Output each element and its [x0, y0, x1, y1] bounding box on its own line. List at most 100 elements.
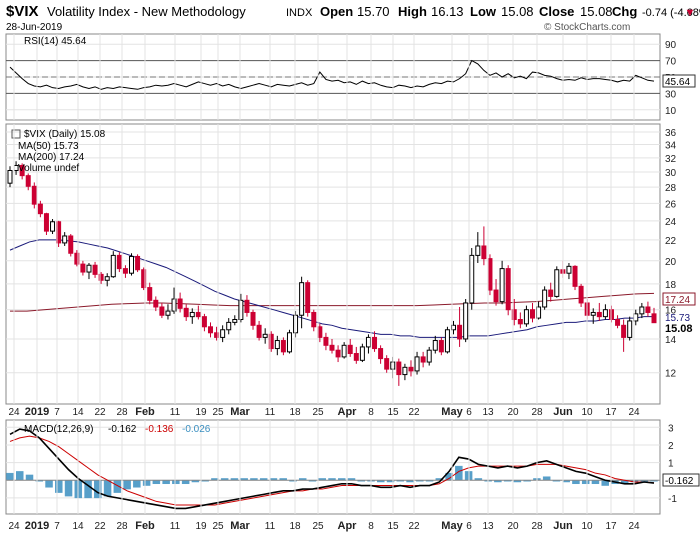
date-label: 28-Jun-2019 — [6, 22, 63, 33]
macd-tick-label: -1 — [668, 494, 677, 505]
candle-body — [554, 269, 560, 297]
date-tick-label: 13 — [482, 407, 494, 418]
candle-body — [214, 332, 220, 338]
candle-body — [232, 319, 238, 323]
ma200-value-tag-text: 17.24 — [665, 295, 690, 306]
price-tick-label: 32 — [665, 154, 677, 165]
date-tick-label: 28 — [116, 521, 128, 532]
candle-body — [548, 289, 554, 297]
candle-body — [645, 306, 651, 313]
date-tick-label: 22 — [94, 407, 106, 418]
candle-body — [299, 282, 305, 316]
price-tick-label: 14 — [665, 335, 677, 346]
date-tick-label: Apr — [338, 520, 358, 532]
candle-body — [86, 264, 92, 273]
date-tick-label: 6 — [466, 407, 472, 418]
candle-body — [135, 255, 141, 271]
down-arrow-icon: ▼ — [685, 7, 696, 19]
macd-hist-bar — [181, 479, 190, 485]
price-tick-label: 12 — [665, 369, 677, 380]
candle-body — [323, 336, 329, 346]
date-tick-label: 7 — [54, 521, 60, 532]
candle-body — [396, 361, 402, 376]
date-tick-label: 11 — [265, 521, 276, 532]
candle-body — [347, 344, 353, 355]
candle-body — [329, 344, 335, 351]
price-tick-label: 18 — [665, 280, 677, 291]
candle-body — [311, 311, 317, 328]
date-tick-label: 11 — [265, 407, 276, 418]
macd-hist-bar — [45, 479, 53, 488]
rsi-tick-label: 10 — [665, 106, 677, 117]
close-label: Close — [539, 4, 574, 19]
date-tick-label: 6 — [466, 521, 472, 532]
macd-line — [9, 428, 655, 510]
date-tick-label: 14 — [72, 407, 84, 418]
date-tick-label: 13 — [482, 521, 494, 532]
macd-signal-line — [9, 435, 655, 506]
candle-body — [372, 336, 378, 350]
candle-body — [238, 299, 244, 321]
candle-body — [129, 255, 135, 274]
candle-body — [256, 324, 262, 338]
macd-hist-bar — [133, 479, 141, 488]
candle-body — [201, 316, 207, 328]
date-tick-label: 24 — [8, 521, 20, 532]
ma200-value-tag — [662, 292, 696, 306]
candle-body — [353, 353, 359, 361]
open-value: 15.70 — [357, 4, 390, 19]
rsi-tick-label: 90 — [665, 40, 677, 51]
candle-body — [68, 235, 74, 254]
macd-hist-bar — [64, 479, 73, 497]
candle-body — [244, 299, 250, 313]
date-tick-label: 2019 — [25, 406, 49, 418]
candle-body — [19, 164, 25, 177]
price-tick-label: 28 — [665, 183, 677, 194]
date-tick-label: 24 — [628, 407, 640, 418]
rsi-tick-label: 70 — [665, 57, 677, 68]
date-tick-label: May — [441, 520, 463, 532]
candle-body — [104, 276, 110, 281]
macd-hist-bar — [6, 472, 14, 481]
macd-hist-bar — [152, 479, 161, 485]
price-tick-label: 26 — [665, 199, 677, 210]
candle-body — [426, 349, 432, 363]
candle-body — [189, 311, 195, 318]
date-tick-label: Mar — [230, 520, 250, 532]
date-tick-label: Apr — [338, 406, 358, 418]
candle-body — [444, 329, 450, 353]
candle-body — [341, 344, 347, 358]
macd-panel: 3210-1 — [6, 423, 677, 510]
chg-value: -0.74 (-4.68%) — [642, 7, 700, 19]
candle-body — [25, 175, 31, 187]
candle-body — [402, 366, 408, 376]
macd-hist-bar — [172, 479, 180, 485]
low-label: Low — [470, 4, 497, 19]
exchange-label: INDX — [286, 7, 313, 19]
price-tick-label: 30 — [665, 168, 677, 179]
date-tick-label: 14 — [72, 521, 84, 532]
macd-tick-label: 3 — [668, 423, 674, 434]
date-tick-label: 22 — [408, 521, 420, 532]
close-value: 15.08 — [580, 4, 613, 19]
candle-body — [463, 302, 469, 340]
date-tick-label: 22 — [408, 407, 420, 418]
price-tick-label: 34 — [665, 141, 677, 152]
candle-body — [250, 311, 256, 326]
date-tick-label: 18 — [289, 521, 301, 532]
candle-body — [110, 254, 116, 278]
candle-body — [493, 289, 499, 303]
candle-body — [98, 273, 104, 281]
candle-body — [566, 265, 572, 274]
low-value: 15.08 — [501, 4, 534, 19]
candle-body — [262, 333, 268, 338]
candle-body — [171, 298, 177, 312]
close-value-tag-text: 15.08 — [665, 323, 693, 335]
macd-hist-bar — [572, 479, 580, 485]
macd-hist-bar — [581, 479, 590, 485]
candle-body — [542, 289, 548, 308]
candle-body — [511, 309, 517, 321]
candle-body — [92, 264, 98, 275]
candle-body — [414, 356, 420, 372]
